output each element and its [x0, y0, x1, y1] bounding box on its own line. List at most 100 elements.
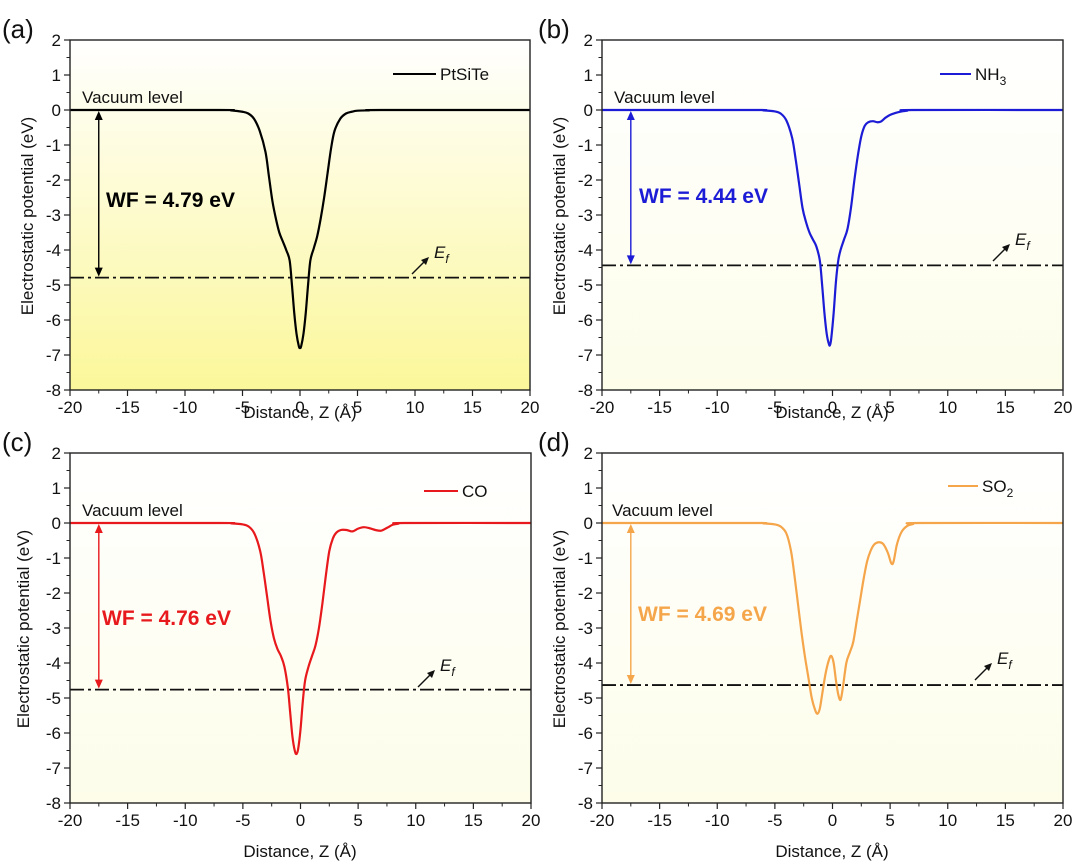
fermi-level-label: Ef	[434, 243, 450, 266]
y-tick-label: -1	[46, 136, 61, 155]
y-tick-label: -3	[46, 206, 61, 225]
y-tick-label: 0	[584, 514, 593, 533]
x-tick-label: 0	[296, 811, 305, 830]
panel-c: -20 -15 -10 -5 0 5 10 15 20210-1-2-3-4-5-6-7-8Ef…	[2, 427, 540, 861]
y-tick-label: -2	[578, 171, 593, 190]
y-tick-label: 1	[52, 479, 61, 498]
x-tick-label: 10	[406, 811, 425, 830]
ef-main: E	[434, 243, 446, 262]
x-tick-label: -10	[705, 398, 730, 417]
y-tick-label: -2	[578, 584, 593, 603]
legend-label: SO2	[982, 477, 1014, 500]
y-tick-label: 2	[584, 31, 593, 50]
arrow-icon	[1002, 244, 1010, 252]
y-tick-label: -3	[578, 619, 593, 638]
x-tick-label: 5	[353, 811, 362, 830]
plot-frame	[69, 39, 531, 391]
vacuum-level-label: Vacuum level	[612, 501, 713, 520]
x-tick-label: -20	[58, 811, 83, 830]
ef-sub: f	[451, 665, 456, 679]
arrow-down-icon	[626, 675, 635, 685]
y-tick-label: -1	[578, 136, 593, 155]
ef-sub: f	[1008, 658, 1013, 672]
y-tick-label: -7	[46, 346, 61, 365]
legend-main: NH	[975, 65, 1000, 84]
x-tick-label: -10	[705, 811, 730, 830]
x-tick-label: -10	[173, 811, 198, 830]
y-tick-label: -5	[46, 276, 61, 295]
y-tick-label: -5	[46, 689, 61, 708]
y-tick-label: -4	[46, 241, 61, 260]
x-tick-label: 0	[295, 398, 304, 417]
ef-sub: f	[445, 252, 450, 266]
plot-background	[70, 453, 531, 803]
panel-d: -20 -15 -10 -5 0 5 10 15 20210-1-2-3-4-5-6-7-8Ef…	[538, 427, 1072, 861]
x-tick-label: -15	[115, 398, 140, 417]
work-function-label: WF = 4.76 eV	[102, 607, 231, 630]
ef-main: E	[1015, 230, 1027, 249]
work-function-label: WF = 4.79 eV	[106, 189, 235, 212]
x-axis-title: Distance, Z (Å)	[775, 842, 888, 861]
x-tick-label: -10	[173, 398, 198, 417]
legend-sub: 3	[1000, 74, 1007, 88]
x-tick-label: 5	[885, 811, 894, 830]
x-tick-label: 15	[464, 811, 483, 830]
y-tick-label: -1	[578, 549, 593, 568]
x-tick-label: -5	[235, 811, 250, 830]
x-tick-label: -20	[590, 398, 615, 417]
x-tick-label: -5	[767, 398, 782, 417]
legend-label: NH3	[975, 65, 1007, 88]
series-line-so2	[601, 521, 1064, 715]
y-tick-label: -3	[46, 619, 61, 638]
y-tick-label: 0	[584, 101, 593, 120]
fermi-level-label: Ef	[997, 649, 1013, 672]
vacuum-level-label: Vacuum level	[614, 88, 715, 107]
panel-label: (c)	[2, 427, 32, 457]
y-axis-title: Electrostatic potential (eV)	[550, 117, 569, 315]
y-tick-label: -4	[578, 241, 593, 260]
plot-background	[602, 453, 1063, 803]
y-tick-label: -6	[578, 311, 593, 330]
y-tick-label: -8	[578, 381, 593, 400]
y-tick-label: 2	[52, 31, 61, 50]
y-tick-label: -6	[46, 311, 61, 330]
y-tick-label: -2	[46, 171, 61, 190]
series-line-co	[69, 521, 532, 756]
y-tick-label: 2	[584, 444, 593, 463]
arrow-up-icon	[94, 111, 103, 120]
x-axis-title: Distance, Z (Å)	[243, 842, 356, 861]
x-tick-label: 20	[522, 811, 541, 830]
x-tick-label: 5	[353, 398, 362, 417]
y-tick-label: -1	[46, 549, 61, 568]
x-tick-label: -15	[647, 811, 672, 830]
x-tick-label: 10	[938, 398, 957, 417]
legend-main: SO	[982, 477, 1007, 496]
y-axis-title: Electrostatic potential (eV)	[14, 530, 33, 728]
x-tick-label: 20	[1054, 811, 1073, 830]
work-function-label: WF = 4.69 eV	[638, 603, 767, 626]
y-tick-label: 1	[584, 66, 593, 85]
y-tick-label: -6	[578, 724, 593, 743]
arrow-icon	[984, 663, 992, 671]
legend-sub: 2	[1007, 486, 1014, 500]
y-tick-label: -4	[46, 654, 61, 673]
arrow-down-icon	[94, 267, 103, 277]
panel-label: (d)	[538, 427, 570, 457]
x-tick-label: 10	[938, 811, 957, 830]
arrow-down-icon	[94, 679, 103, 689]
y-tick-label: -6	[46, 724, 61, 743]
x-tick-label: 15	[996, 811, 1015, 830]
y-tick-label: -8	[578, 794, 593, 813]
y-tick-label: 0	[52, 101, 61, 120]
plot-frame	[69, 452, 532, 804]
y-tick-label: 1	[52, 66, 61, 85]
vacuum-level-label: Vacuum level	[82, 88, 183, 107]
panel-label: (b)	[538, 14, 570, 44]
y-axis-title: Electrostatic potential (eV)	[18, 117, 37, 315]
vacuum-level-label: Vacuum level	[82, 501, 183, 520]
x-tick-label: -5	[767, 811, 782, 830]
x-tick-label: 15	[996, 398, 1015, 417]
